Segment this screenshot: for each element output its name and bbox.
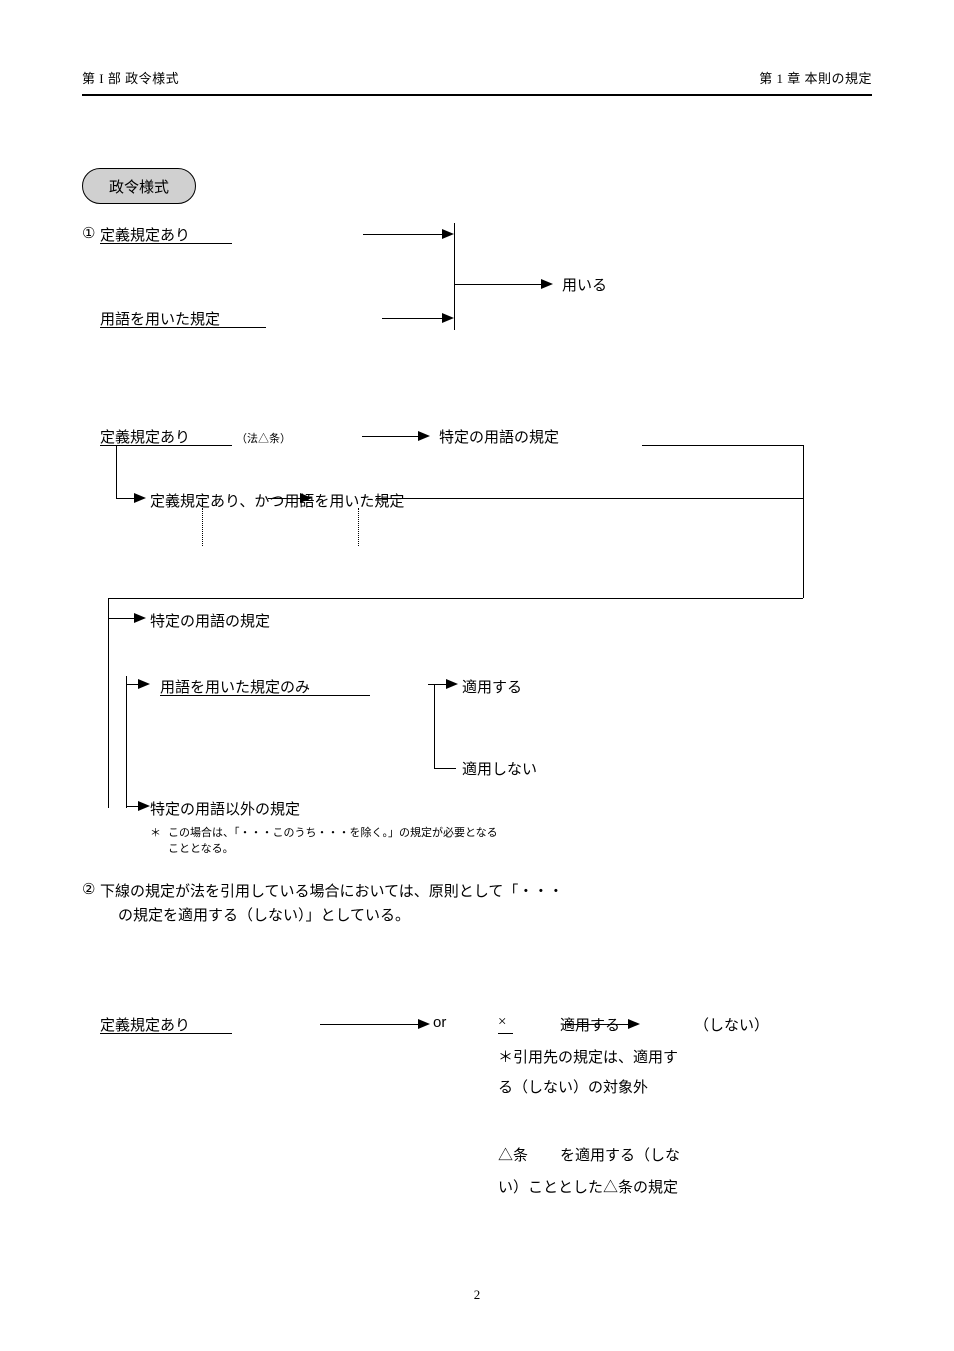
arrow-right-icon <box>442 229 454 239</box>
connector-line <box>268 498 300 499</box>
case2-text: を適用する（しな <box>560 1144 680 1165</box>
header-left: 第 I 部 政令様式 <box>82 68 179 87</box>
item2-label: 用語を用いた規定 <box>100 308 220 329</box>
connector-line <box>803 498 804 598</box>
connector-line <box>108 618 134 619</box>
connector-line <box>108 598 109 808</box>
item1-label: 定義規定あり <box>100 224 190 245</box>
arrow-right-icon <box>418 1019 430 1029</box>
section2-text1: 下線の規定が法を引用している場合においては、原則として「・・・ <box>100 880 563 901</box>
item1-out: 用いる <box>562 274 607 295</box>
connector-line <box>803 445 804 498</box>
rule6-star: ＊ <box>150 824 161 840</box>
item3-underline <box>100 445 232 446</box>
case1-line3: る（しない）の対象外 <box>498 1076 648 1097</box>
defrule-out: 特定の用語の規定 <box>439 426 559 447</box>
rule6-label: 特定の用語以外の規定 <box>150 798 300 819</box>
page-number: 2 <box>0 1287 954 1303</box>
header-rule <box>82 94 872 96</box>
item2-underline <box>100 327 266 328</box>
arrow-right-icon <box>300 493 312 503</box>
pill-label: 政令様式 <box>82 168 196 204</box>
rule5-out2: 適用しない <box>462 758 537 779</box>
item-x-label: 定義規定あり <box>100 1014 190 1035</box>
connector-line <box>126 676 127 808</box>
case2-line2: い）こととした△条の規定 <box>498 1176 678 1197</box>
dotted-connector <box>202 508 203 546</box>
connector-line <box>376 498 803 499</box>
connector-line <box>454 223 455 330</box>
section1-number: ① <box>82 224 95 243</box>
connector-line <box>108 598 803 599</box>
connector-line <box>126 684 138 685</box>
rule5-sub-underline <box>160 695 370 696</box>
dotted-connector <box>358 508 359 546</box>
arrow-right-icon <box>138 801 150 811</box>
arrow-right-icon <box>541 279 553 289</box>
arrow-right-icon <box>134 613 146 623</box>
case1-pre: × <box>498 1014 506 1031</box>
connector-line <box>428 684 446 685</box>
connector-line <box>362 436 418 437</box>
connector-line <box>126 806 138 807</box>
arrow-right-icon <box>418 431 430 441</box>
connector-line <box>454 284 541 285</box>
connector-line <box>434 684 435 768</box>
connector-line <box>564 1024 628 1025</box>
rule5-out1: 適用する <box>462 676 522 697</box>
combine-label: 定義規定あり、かつ用語を用いた規定 <box>150 490 404 511</box>
rule6-note1: この場合は、「・・・このうち・・・を除く。」の規定が必要となる <box>168 824 498 840</box>
connector-line <box>116 498 134 499</box>
rule6-note2: こととなる。 <box>168 840 234 856</box>
item3-note: （法△条） <box>236 430 291 446</box>
page: 第 I 部 政令様式 第 1 章 本則の規定 政令様式 ① 定義規定あり 用語を… <box>0 0 954 1351</box>
arrow-right-icon <box>446 679 458 689</box>
arrow-right-icon <box>628 1019 640 1029</box>
section2-number: ② <box>82 880 95 899</box>
or-label: or <box>433 1014 446 1031</box>
rule4-label: 特定の用語の規定 <box>150 610 270 631</box>
item3-label: 定義規定あり <box>100 426 190 447</box>
item-x-underline <box>100 1033 232 1034</box>
connector-line <box>382 318 442 319</box>
section2-text2: の規定を適用する（しない）」としている。 <box>118 904 410 925</box>
arrow-right-icon <box>134 493 146 503</box>
connector-line <box>642 445 803 446</box>
rule5-sub: 用語を用いた規定のみ <box>160 676 310 697</box>
arrow-right-icon <box>442 313 454 323</box>
arrow-right-icon <box>138 679 150 689</box>
connector-line <box>116 445 117 498</box>
case1-cont: （しない） <box>694 1014 769 1035</box>
item1-underline <box>100 243 232 244</box>
connector-line <box>320 1024 418 1025</box>
header-right: 第 1 章 本則の規定 <box>759 68 872 87</box>
case1-underline <box>498 1033 513 1034</box>
connector-line <box>434 768 456 769</box>
case1-line2: ＊引用先の規定は、適用す <box>498 1046 678 1067</box>
connector-line <box>363 234 442 235</box>
case2-pre: △条 <box>498 1144 528 1165</box>
